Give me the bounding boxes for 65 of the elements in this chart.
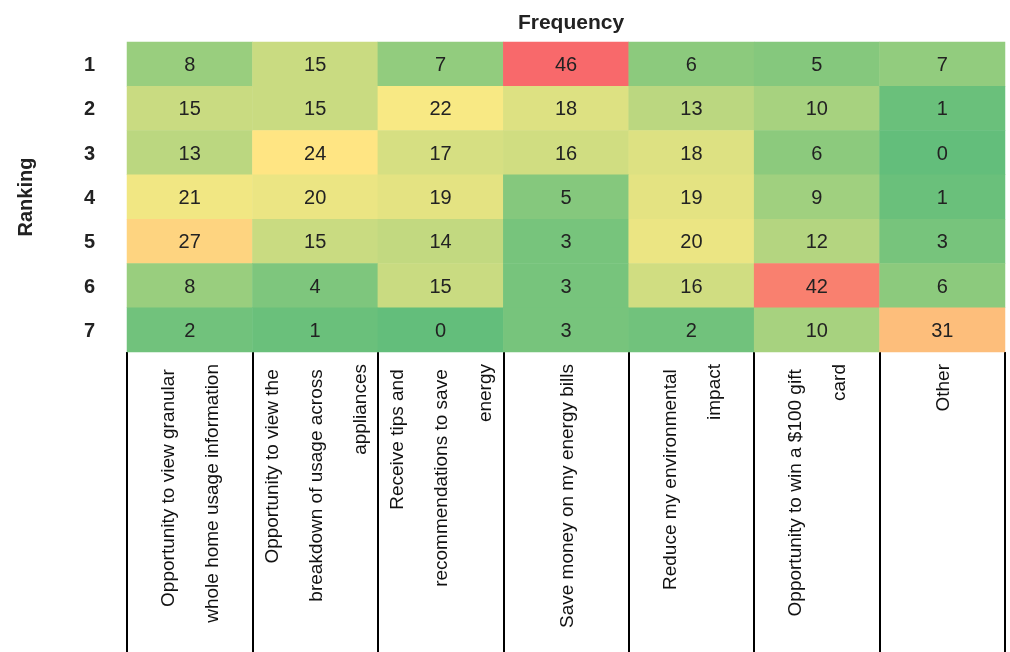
data-label: 6 xyxy=(811,141,823,164)
data-label: 0 xyxy=(936,141,948,164)
data-label: 16 xyxy=(680,274,703,297)
data-label: 19 xyxy=(680,186,703,208)
category-label: Opportunity to view granular whole home usage information xyxy=(157,364,223,623)
data-label: 20 xyxy=(680,230,703,253)
data-label: 8 xyxy=(184,53,196,76)
data-label: 19 xyxy=(429,186,452,208)
data-label: 6 xyxy=(685,53,697,76)
data-label: 8 xyxy=(184,274,196,297)
category-label: Opportunity to win a $100 gift card xyxy=(784,364,850,617)
data-label: 13 xyxy=(680,97,703,120)
x-tick-label: Save money on my energy bills xyxy=(555,364,577,629)
data-label: 24 xyxy=(304,141,327,164)
y-tick-label: 1 xyxy=(83,53,95,76)
data-label: 31 xyxy=(931,318,954,341)
y-tick-label: 6 xyxy=(83,274,95,297)
data-label: 10 xyxy=(805,97,828,120)
data-label: 10 xyxy=(805,318,828,341)
data-label: 20 xyxy=(304,186,327,208)
data-label: 3 xyxy=(560,274,572,297)
data-label: 15 xyxy=(429,274,452,297)
data-label: 5 xyxy=(811,53,823,76)
data-label: 7 xyxy=(435,53,447,76)
data-label: 5 xyxy=(560,186,572,208)
x-tick-label: Other xyxy=(931,363,953,412)
data-label: 3 xyxy=(560,230,572,253)
y-axis-title: Ranking xyxy=(14,157,36,237)
data-label: 1 xyxy=(936,97,948,120)
y-tick-label: 2 xyxy=(83,97,95,120)
data-label: 15 xyxy=(304,230,327,253)
data-label: 2 xyxy=(184,318,196,341)
chart-title: Frequency xyxy=(517,10,625,33)
data-label: 6 xyxy=(936,274,948,297)
data-label: 4 xyxy=(309,274,321,297)
data-label: 1 xyxy=(936,186,948,208)
data-label: 16 xyxy=(554,141,578,164)
y-tick-label: 5 xyxy=(83,230,95,253)
category-label: Reduce my environmental impact xyxy=(658,364,724,590)
data-label: 27 xyxy=(178,230,201,253)
data-label: 12 xyxy=(805,230,828,253)
data-label: 14 xyxy=(429,230,452,253)
data-label: 7 xyxy=(936,53,948,76)
data-label: 42 xyxy=(805,274,828,297)
data-label: 18 xyxy=(554,97,578,120)
data-label: 9 xyxy=(811,186,823,208)
y-tick-label: 3 xyxy=(83,141,95,164)
data-label: 13 xyxy=(178,141,201,164)
y-tick-label: 4 xyxy=(83,186,96,208)
data-label: 0 xyxy=(435,318,447,341)
data-label: 21 xyxy=(178,186,201,208)
data-label: 17 xyxy=(429,141,452,164)
data-label: 3 xyxy=(560,318,572,341)
data-label: 1 xyxy=(309,318,321,341)
data-label: 15 xyxy=(178,97,201,120)
data-label: 15 xyxy=(304,97,327,120)
data-label: 18 xyxy=(680,141,703,164)
data-label: 3 xyxy=(936,230,948,253)
category-label: Receive tips and recommendations to save energy xyxy=(386,364,496,587)
data-label: 2 xyxy=(685,318,697,341)
data-label: 15 xyxy=(304,53,327,76)
category-label: Opportunity to view the breakdown of usage across appliances xyxy=(260,364,370,602)
data-label: 46 xyxy=(554,53,578,76)
data-label: 22 xyxy=(429,97,452,120)
y-tick-label: 7 xyxy=(83,318,95,341)
